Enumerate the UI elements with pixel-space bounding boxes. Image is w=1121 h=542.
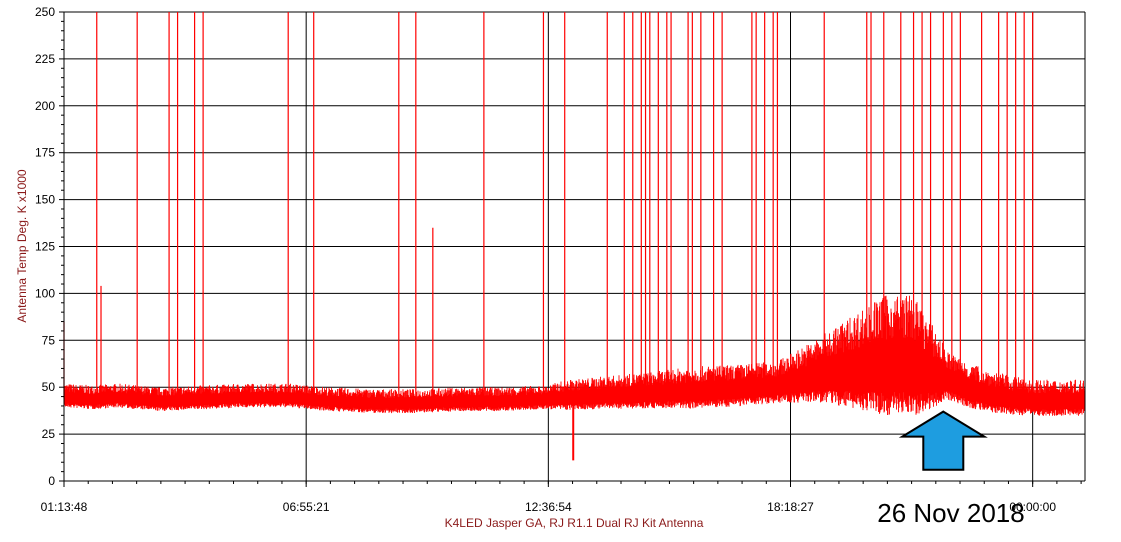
x-tick-label: 00:00:00 xyxy=(1009,500,1056,514)
y-tick-label: 200 xyxy=(35,99,55,113)
y-tick-label: 75 xyxy=(42,333,56,347)
y-tick-label: 50 xyxy=(42,380,56,394)
y-tick-label: 100 xyxy=(35,286,55,300)
y-tick-label: 125 xyxy=(35,240,55,254)
series-layer xyxy=(63,12,1086,461)
y-tick-label: 225 xyxy=(35,52,55,66)
x-axis-label: K4LED Jasper GA, RJ R1.1 Dual RJ Kit Ant… xyxy=(445,516,704,530)
x-tick-label: 18:18:27 xyxy=(767,500,814,514)
y-tick-label: 25 xyxy=(42,427,56,441)
y-tick-label: 0 xyxy=(48,474,55,488)
annotation-date: 26 Nov 2018 xyxy=(877,498,1024,528)
annotation: 26 Nov 2018 xyxy=(877,410,1025,528)
y-tick-label: 175 xyxy=(35,146,55,160)
x-ticks: 01:13:48 06:55:21 12:36:54 18:18:27 00:00:00 xyxy=(41,481,1082,514)
y-axis-label: Antenna Temp Deg. K x1000 xyxy=(15,169,29,323)
y-tick-label: 150 xyxy=(35,193,55,207)
y-tick-label: 250 xyxy=(35,5,55,19)
x-tick-label: 06:55:21 xyxy=(283,500,330,514)
up-arrow-icon xyxy=(898,410,988,471)
x-tick-label: 12:36:54 xyxy=(525,500,572,514)
x-tick-label: 01:13:48 xyxy=(41,500,88,514)
y-ticks: 0 25 50 75 100 125 150 175 200 225 250 xyxy=(35,5,64,488)
